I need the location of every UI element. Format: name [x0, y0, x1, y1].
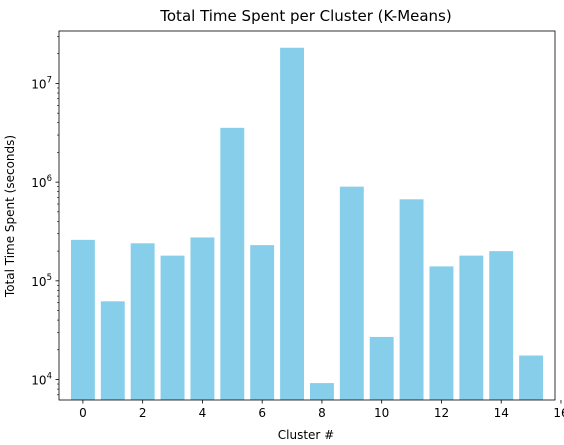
- x-tick-label: 12: [434, 406, 449, 420]
- bar-cluster-11: [400, 199, 424, 400]
- bar-cluster-6: [250, 245, 274, 400]
- bar-cluster-9: [340, 187, 364, 400]
- bar-cluster-0: [71, 240, 95, 400]
- y-axis-label: Total Time Spent (seconds): [3, 135, 17, 298]
- x-tick-label: 0: [79, 406, 87, 420]
- x-tick-label: 10: [374, 406, 389, 420]
- bar-cluster-3: [161, 256, 185, 400]
- x-tick-label: 14: [494, 406, 509, 420]
- chart-title: Total Time Spent per Cluster (K-Means): [159, 7, 451, 25]
- y-tick-label: 107: [31, 75, 52, 91]
- bar-cluster-1: [101, 301, 125, 400]
- bar-cluster-12: [430, 266, 454, 400]
- y-tick-label: 105: [31, 273, 52, 289]
- bar-cluster-4: [190, 237, 214, 400]
- x-tick-label: 2: [139, 406, 147, 420]
- bars-group: [71, 48, 543, 400]
- bar-cluster-15: [519, 356, 543, 400]
- x-tick-label: 8: [318, 406, 326, 420]
- x-tick-label: 4: [199, 406, 207, 420]
- x-axis-label: Cluster #: [278, 428, 334, 442]
- bar-cluster-5: [220, 128, 244, 400]
- bar-cluster-2: [131, 243, 155, 400]
- bar-cluster-14: [489, 251, 513, 400]
- x-tick-label: 16: [553, 406, 564, 420]
- y-axis: 104 105 106 107: [31, 36, 59, 394]
- x-axis: 0 2 4 6 8 10 12 14 16: [79, 400, 564, 420]
- bar-cluster-8: [310, 383, 334, 400]
- bar-cluster-10: [370, 337, 394, 400]
- x-tick-label: 6: [258, 406, 266, 420]
- bar-cluster-7: [280, 48, 304, 400]
- bar-cluster-13: [459, 256, 483, 400]
- y-tick-label: 106: [31, 174, 52, 190]
- y-tick-label: 104: [31, 372, 52, 388]
